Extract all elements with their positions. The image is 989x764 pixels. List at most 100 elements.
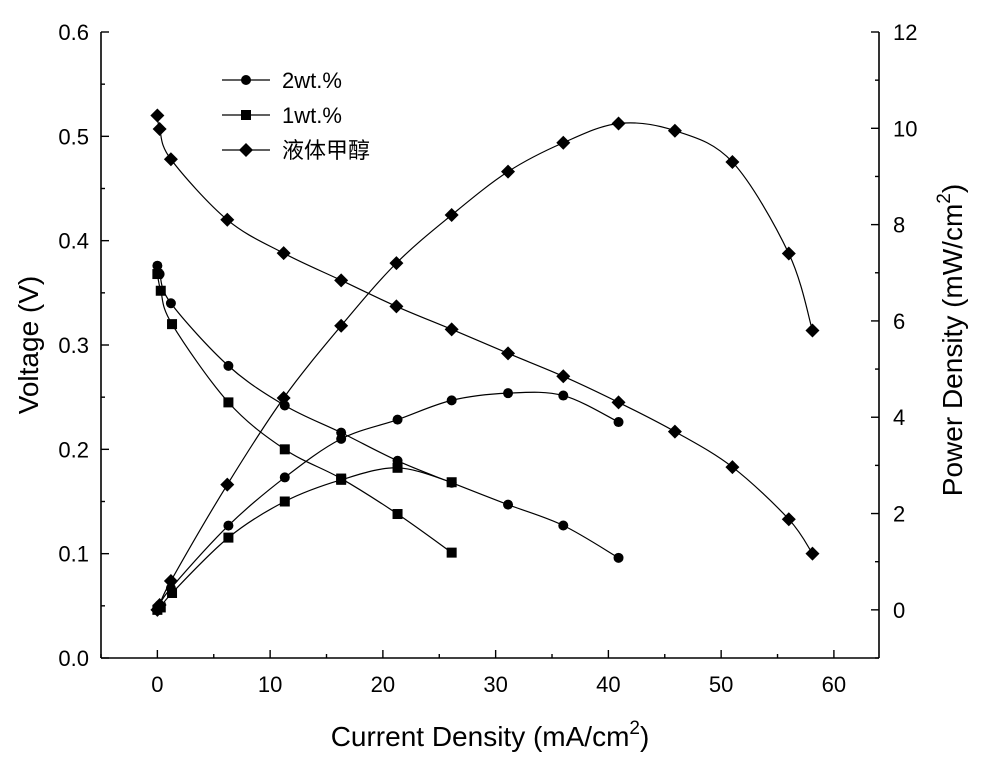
data-point bbox=[558, 390, 569, 401]
data-point bbox=[444, 322, 459, 337]
data-point bbox=[503, 499, 514, 510]
data-point bbox=[165, 298, 176, 309]
legend-marker bbox=[241, 110, 251, 120]
data-point bbox=[613, 417, 624, 428]
data-point bbox=[805, 546, 820, 561]
data-point bbox=[558, 520, 569, 531]
data-point bbox=[444, 207, 459, 222]
legend-item: 液体甲醇 bbox=[222, 138, 370, 163]
y-right-tick-label: 12 bbox=[893, 20, 917, 45]
series-line bbox=[157, 467, 452, 611]
y-left-tick-label: 0.4 bbox=[58, 229, 89, 254]
x-tick-label: 30 bbox=[483, 672, 507, 697]
y-left-tick-label: 0.5 bbox=[58, 124, 89, 149]
series-1 bbox=[152, 260, 624, 563]
data-point bbox=[446, 395, 457, 406]
plot-frame bbox=[100, 32, 880, 659]
legend: 2wt.% 1wt.% 液体甲醇 bbox=[222, 68, 370, 163]
data-point bbox=[389, 299, 404, 314]
series-line bbox=[156, 115, 813, 555]
x-tick-label: 50 bbox=[709, 672, 733, 697]
data-point bbox=[611, 395, 626, 410]
data-point bbox=[392, 509, 403, 520]
data-point bbox=[220, 477, 235, 492]
data-point bbox=[223, 397, 234, 408]
data-point bbox=[446, 477, 457, 488]
data-point bbox=[163, 573, 178, 588]
data-point bbox=[163, 152, 178, 167]
y-right-axis-ticks: 0 2 4 6 8 10 12 bbox=[871, 20, 917, 659]
data-point bbox=[501, 164, 516, 179]
y-right-tick-label: 10 bbox=[893, 116, 917, 141]
data-point bbox=[725, 155, 740, 170]
y-right-tick-label: 4 bbox=[893, 405, 905, 430]
data-point bbox=[279, 496, 290, 507]
x-tick-label: 10 bbox=[258, 672, 282, 697]
data-point bbox=[503, 388, 514, 399]
y-left-tick-label: 0.6 bbox=[58, 20, 89, 45]
legend-label: 1wt.% bbox=[282, 103, 342, 128]
data-point bbox=[279, 472, 290, 483]
data-point bbox=[613, 552, 624, 563]
data-point bbox=[805, 323, 820, 338]
data-point bbox=[155, 285, 166, 296]
data-point bbox=[667, 424, 682, 439]
x-tick-label: 40 bbox=[596, 672, 620, 697]
legend-label: 2wt.% bbox=[282, 68, 342, 93]
data-point bbox=[611, 116, 626, 131]
series-line bbox=[156, 391, 619, 611]
data-point bbox=[152, 269, 163, 280]
data-point bbox=[167, 319, 178, 330]
x-tick-label: 60 bbox=[822, 672, 846, 697]
series-4 bbox=[152, 462, 457, 615]
legend-marker bbox=[241, 75, 251, 85]
data-point bbox=[167, 587, 178, 598]
data-point bbox=[389, 256, 404, 271]
data-point bbox=[501, 346, 516, 361]
data-point bbox=[336, 474, 347, 485]
data-point bbox=[223, 360, 234, 371]
data-point bbox=[152, 260, 163, 271]
data-point bbox=[392, 414, 403, 425]
data-point bbox=[223, 520, 234, 531]
data-point bbox=[334, 273, 349, 288]
data-point bbox=[279, 444, 290, 455]
data-point bbox=[276, 390, 291, 405]
series-5 bbox=[150, 108, 820, 561]
y-left-tick-label: 0.2 bbox=[58, 437, 89, 462]
data-point bbox=[223, 532, 234, 543]
data-point bbox=[150, 108, 165, 123]
series-line bbox=[156, 122, 814, 611]
data-point bbox=[276, 246, 291, 261]
y-left-axis-title: Voltage (V) bbox=[13, 276, 44, 415]
series-layer bbox=[150, 108, 820, 617]
x-tick-label: 20 bbox=[371, 672, 395, 697]
y-left-tick-label: 0.1 bbox=[58, 542, 89, 567]
y-left-tick-label: 0.3 bbox=[58, 333, 89, 358]
y-right-tick-label: 8 bbox=[893, 213, 905, 238]
series-2 bbox=[152, 388, 624, 615]
series-6 bbox=[150, 116, 820, 617]
legend-label: 液体甲醇 bbox=[282, 138, 370, 163]
legend-item: 1wt.% bbox=[222, 103, 342, 128]
data-point bbox=[667, 123, 682, 138]
data-point bbox=[152, 598, 167, 613]
series-line bbox=[156, 273, 453, 554]
y-left-tick-label: 0.0 bbox=[58, 646, 89, 671]
x-axis-ticks: 0 10 20 30 40 50 60 bbox=[100, 650, 846, 697]
data-point bbox=[556, 369, 571, 384]
data-point bbox=[781, 246, 796, 261]
series-line bbox=[156, 265, 619, 559]
data-point bbox=[336, 433, 347, 444]
data-point bbox=[334, 318, 349, 333]
x-axis-title: Current Density (mA/cm2) bbox=[331, 718, 650, 752]
data-point bbox=[556, 135, 571, 150]
y-right-tick-label: 6 bbox=[893, 309, 905, 334]
data-point bbox=[152, 122, 167, 137]
y-left-axis-ticks: 0.0 0.1 0.2 0.3 0.4 0.5 0.6 bbox=[58, 20, 109, 671]
y-right-tick-label: 0 bbox=[893, 598, 905, 623]
x-tick-label: 0 bbox=[151, 672, 163, 697]
legend-item: 2wt.% bbox=[222, 68, 342, 93]
y-right-tick-label: 2 bbox=[893, 502, 905, 527]
